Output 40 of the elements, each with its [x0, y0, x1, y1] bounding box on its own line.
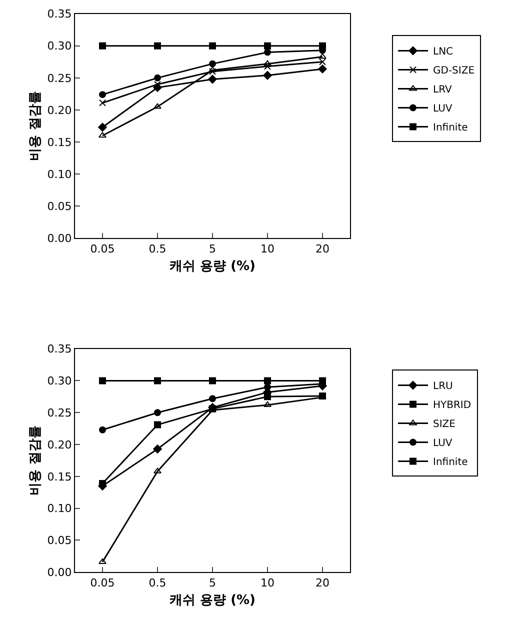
legend-label: HYBRID — [433, 400, 472, 412]
x-tick-label: 0.05 — [90, 242, 115, 256]
y-tick-label: 0.20 — [47, 438, 72, 452]
y-tick-label: 0.00 — [47, 232, 72, 245]
x-tick-label: 10 — [260, 576, 274, 590]
y-tick-label: 0.25 — [47, 72, 72, 85]
x-tick-label: 0.05 — [90, 576, 115, 590]
y-tick-label: 0.30 — [47, 40, 72, 53]
y-tick-label: 0.15 — [47, 470, 72, 484]
y-tick-label: 0.10 — [47, 168, 72, 181]
y-tick-label: 0.15 — [47, 136, 72, 149]
y-tick-label: 0.05 — [47, 200, 72, 213]
legend-label: Infinite — [433, 122, 468, 134]
y-tick-label: 0.10 — [47, 502, 72, 516]
legend-label: LUV — [433, 104, 452, 115]
y-tick-label: 0.05 — [47, 534, 72, 548]
y-axis-title: 비용 절감률 — [28, 426, 44, 496]
y-tick-label: 0.25 — [47, 406, 72, 420]
y-tick-label: 0.20 — [47, 104, 72, 117]
x-axis-title: 캐쉬 용량 (%) — [170, 592, 256, 608]
y-tick-label: 0.30 — [47, 374, 72, 388]
x-axis-title: 캐쉬 용량 (%) — [170, 258, 256, 274]
legend-label: LUV — [433, 438, 452, 450]
legend-label: LRV — [433, 84, 452, 96]
x-tick-label: 10 — [260, 242, 274, 256]
legend-label: SIZE — [433, 419, 456, 430]
legend-label: GD-SIZE — [433, 66, 475, 77]
y-tick-label: 0.35 — [47, 342, 72, 356]
x-tick-label: 5 — [209, 242, 216, 256]
y-axis-title: 비용 절감률 — [28, 91, 44, 161]
legend-label: LNC — [433, 46, 454, 58]
x-tick-label: 5 — [209, 576, 216, 590]
legend-label: LRU — [433, 381, 453, 392]
x-tick-label: 20 — [316, 576, 330, 590]
x-tick-label: 0.5 — [148, 576, 166, 590]
y-tick-label: 0.35 — [47, 8, 72, 21]
x-tick-label: 20 — [316, 242, 330, 256]
y-tick-label: 0.00 — [47, 566, 72, 579]
legend-label: Infinite — [433, 457, 468, 468]
x-tick-label: 0.5 — [148, 242, 166, 256]
